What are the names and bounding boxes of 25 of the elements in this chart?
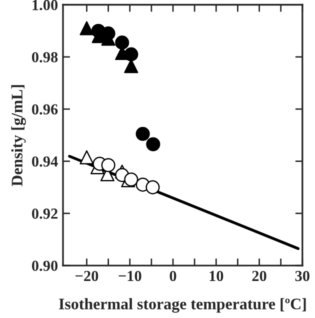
x-tick-label: 30: [295, 270, 310, 282]
x-axis-title: Isothermal storage temperature [ºC]: [58, 298, 306, 313]
y-tick-label: 0.96: [32, 104, 58, 115]
point: [146, 180, 160, 194]
point: [124, 47, 138, 62]
y-tick-label: 0.98: [32, 52, 58, 62]
x-tick-label: 20: [252, 270, 266, 282]
point: [146, 137, 160, 152]
y-axis-title: Density [g/mL]: [11, 85, 26, 186]
point: [80, 150, 94, 164]
point: [136, 126, 150, 141]
point: [101, 26, 116, 40]
point: [80, 21, 94, 36]
y-tick-label: 1.00: [32, 0, 58, 10]
point: [101, 158, 116, 172]
x-tick-label: −20: [76, 270, 98, 282]
x-tick-label: −10: [118, 270, 142, 282]
y-tick-label: 0.90: [32, 260, 58, 272]
y-tick-label: 0.94: [32, 156, 58, 167]
point: [115, 36, 130, 50]
x-tick-label: 10: [210, 270, 224, 282]
point: [124, 172, 138, 187]
x-tick-label: 0: [170, 270, 176, 282]
point: [124, 59, 138, 74]
y-tick-label: 0.92: [32, 208, 58, 219]
